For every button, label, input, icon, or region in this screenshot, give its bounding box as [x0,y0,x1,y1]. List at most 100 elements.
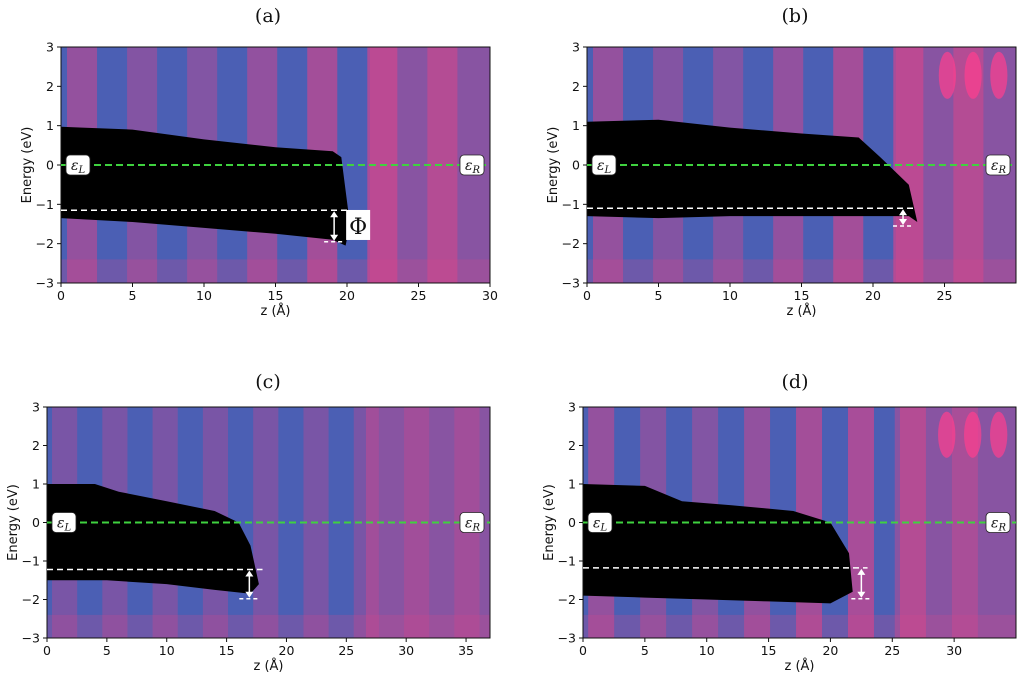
panel-b-ylabel: Energy (eV) [546,127,561,204]
panel-c-xlabel: z (Å) [254,658,284,674]
panel-d-ytick-label: −3 [558,631,576,646]
panel-a-ytick-label: −3 [36,276,54,291]
panel-c-wf-arrowhead-up [245,570,254,577]
panel-a-xtick-label: 25 [411,288,427,303]
panel-a-wf-arrowhead-down [330,234,339,241]
panel-b-eps-right-box [985,154,1011,176]
panel-c-ytick-label: −1 [22,554,40,569]
panel-d-bright-spot [938,411,956,458]
panel-d-eps-left: εL [587,512,613,534]
panel-a-lower-band [61,259,490,283]
panel-d-ytick-label: −1 [558,554,576,569]
panel-d-xlabel: z (Å) [785,658,815,674]
panel-c-ylabel: Energy (eV) [6,484,21,561]
panel-d: (d) 0 5 10 15 20 25 30 −3 −2 −1 0 1 2 3 z (Å) Energy (eV… [542,371,1017,674]
panel-b-xtick-label: 5 [655,288,663,303]
panel-b-ytick-label: 3 [572,40,580,55]
panel-c-xtick-label: 0 [43,643,51,658]
panel-a-xtick-label: 10 [196,288,212,303]
panel-c-eps-right-box [459,512,485,533]
panel-c: (c) 0 5 10 15 20 25 30 35 −3 −2 −1 0 1 2 3 z (Å) Energy (… [6,371,491,674]
panel-a-title: (a) [255,5,281,27]
panel-b-title: (b) [782,5,809,27]
panel-c-xtick-label: 35 [458,643,474,658]
panel-d-lower-band [583,614,1016,638]
panel-a-phi-box [346,209,371,240]
panel-a-ylabel: Energy (eV) [20,127,35,204]
panel-b-bright-spot [938,51,956,99]
panel-a-eps-left: εL [65,154,91,176]
panel-d-xtick-label: 30 [946,643,962,658]
panel-c-ytick-label: 3 [32,400,40,415]
panel-c-ytick-label: 1 [32,477,40,492]
panel-c-ytick-label: −2 [22,592,40,607]
panel-c-eps-left-box [51,512,77,533]
panel-b-wf-arrowhead-up [899,209,908,216]
panel-d-occupied-region [583,484,853,604]
panel-b-eps-right: εR [985,154,1011,176]
panel-b-xtick-label: 15 [794,288,810,303]
panel-a-phi-label: Φ [349,215,367,240]
panel-c-title: (c) [255,371,280,393]
panel-d-ylabel: Energy (eV) [542,484,557,561]
panel-c-xtick-label: 20 [279,643,295,658]
panel-d-wf-arrowhead-up [857,568,866,575]
panel-c-lower-band [47,614,490,638]
panel-d-ytick-label: 0 [568,515,576,530]
panel-d-xtick-label: 20 [822,643,838,658]
panel-b-xtick-label: 10 [722,288,738,303]
panel-d-eps-right-box [985,512,1011,533]
panel-d-xtick-label: 25 [884,643,900,658]
panel-d-wf-arrowhead-down [857,591,866,598]
panel-d-xtick-label: 5 [641,643,649,658]
panel-c-eps-right: εR [459,512,485,534]
panel-b-xtick-label: 25 [937,288,953,303]
panel-b-ytick-label: 1 [572,118,580,133]
panel-a-xtick-label: 0 [57,288,65,303]
panel-a-eps-right-box [459,154,485,176]
panel-c-xtick-label: 10 [159,643,175,658]
panel-c-ytick-label: 0 [32,515,40,530]
panel-c-xtick-label: 15 [219,643,235,658]
panel-a-ytick-label: 1 [46,118,54,133]
panel-d-ytick-label: 3 [568,400,576,415]
panel-b-occupied-region [587,119,918,222]
panel-a-eps-left-box [65,154,91,176]
panel-a-eps-right: εR [459,154,485,176]
panel-b: (b) 0 5 10 15 20 25 −3 −2 −1 0 1 2 3 z (Å) Energy (eV) ε… [546,5,1017,319]
panel-a-ytick-label: 2 [46,79,54,94]
panel-a-wf-arrowhead-up [330,211,339,218]
panel-c-ytick-label: −3 [22,631,40,646]
panel-d-eps-left-box [587,512,613,533]
panel-c-xtick-label: 25 [338,643,354,658]
panel-d-eps-right: εR [985,512,1011,534]
panel-c-xtick-label: 30 [398,643,414,658]
panel-b-ytick-label: −2 [562,236,580,251]
panel-a: (a) 0 5 10 15 20 25 30 −3 −2 −1 0 1 2 3 z (Å) Energy (eV… [20,5,498,319]
panel-b-ytick-label: 0 [572,158,580,173]
panel-b-wf-arrowhead-down [899,218,908,225]
panel-b-eps-left-box [591,154,617,176]
panel-d-title: (d) [782,371,809,393]
panel-a-xtick-label: 30 [482,288,498,303]
panel-b-eps-left: εL [591,154,617,176]
panel-a-occupied-region [61,126,350,246]
panel-a-ytick-label: −1 [36,197,54,212]
panel-c-wf-arrowhead-down [245,591,254,598]
panel-d-bright-spot [990,411,1008,458]
panel-d-ytick-label: −2 [558,592,576,607]
panel-b-ytick-label: −3 [562,276,580,291]
panel-d-bright-spot [964,411,982,458]
panel-a-xtick-label: 5 [129,288,137,303]
panel-a-ytick-label: −2 [36,236,54,251]
panel-b-xlabel: z (Å) [787,303,817,319]
panel-d-xtick-label: 0 [579,643,587,658]
panel-d-ytick-label: 2 [568,438,576,453]
panel-b-xtick-label: 20 [865,288,881,303]
panel-a-xlabel: z (Å) [261,303,291,319]
panel-d-heatmap [583,407,1016,638]
panel-a-xtick-label: 15 [268,288,284,303]
panel-c-eps-left: εL [51,512,77,534]
panel-a-xtick-label: 20 [339,288,355,303]
